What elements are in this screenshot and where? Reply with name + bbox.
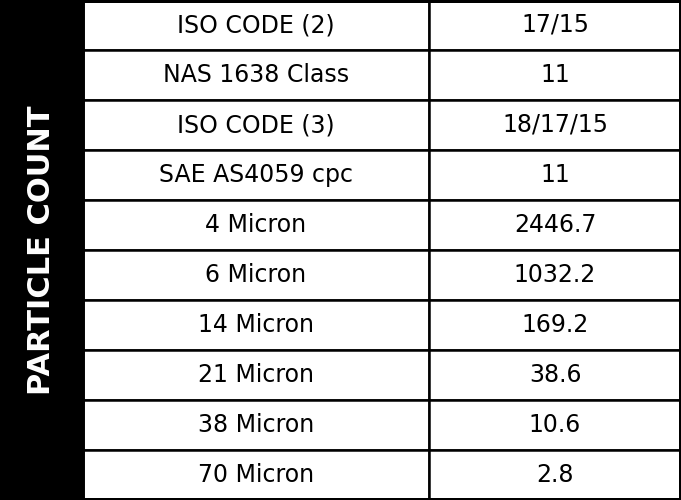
Bar xyxy=(83,150,429,200)
Bar xyxy=(429,200,681,250)
Bar xyxy=(429,300,681,350)
Text: ISO CODE (3): ISO CODE (3) xyxy=(177,113,335,137)
Bar xyxy=(429,450,681,500)
Bar xyxy=(83,400,429,450)
Text: 17/15: 17/15 xyxy=(521,13,589,37)
Text: 4 Micron: 4 Micron xyxy=(206,213,306,237)
Bar xyxy=(429,400,681,450)
Text: 11: 11 xyxy=(540,63,570,87)
Text: ISO CODE (2): ISO CODE (2) xyxy=(177,13,335,37)
Bar xyxy=(83,200,429,250)
Text: 6 Micron: 6 Micron xyxy=(206,263,306,287)
Text: NAS 1638 Class: NAS 1638 Class xyxy=(163,63,349,87)
Bar xyxy=(83,50,429,100)
Text: 2446.7: 2446.7 xyxy=(514,213,596,237)
Text: 14 Micron: 14 Micron xyxy=(198,313,314,337)
Bar xyxy=(83,100,429,150)
Text: SAE AS4059 cpc: SAE AS4059 cpc xyxy=(159,163,353,187)
Bar xyxy=(429,50,681,100)
Bar xyxy=(0,0,83,500)
Bar xyxy=(83,450,429,500)
Bar xyxy=(83,0,429,50)
Bar xyxy=(429,350,681,400)
Text: 38.6: 38.6 xyxy=(528,363,582,387)
Text: 21 Micron: 21 Micron xyxy=(198,363,314,387)
Text: 1032.2: 1032.2 xyxy=(514,263,596,287)
Text: 18/17/15: 18/17/15 xyxy=(502,113,608,137)
Text: 169.2: 169.2 xyxy=(522,313,588,337)
Text: 10.6: 10.6 xyxy=(529,413,581,437)
Bar xyxy=(429,100,681,150)
Text: PARTICLE COUNT: PARTICLE COUNT xyxy=(27,106,56,395)
Text: 70 Micron: 70 Micron xyxy=(198,463,314,487)
Bar xyxy=(429,0,681,50)
Text: 38 Micron: 38 Micron xyxy=(198,413,314,437)
Bar xyxy=(429,150,681,200)
Bar xyxy=(83,300,429,350)
Text: 2.8: 2.8 xyxy=(536,463,574,487)
Bar xyxy=(83,350,429,400)
Bar xyxy=(83,250,429,300)
Bar xyxy=(429,250,681,300)
Text: 11: 11 xyxy=(540,163,570,187)
